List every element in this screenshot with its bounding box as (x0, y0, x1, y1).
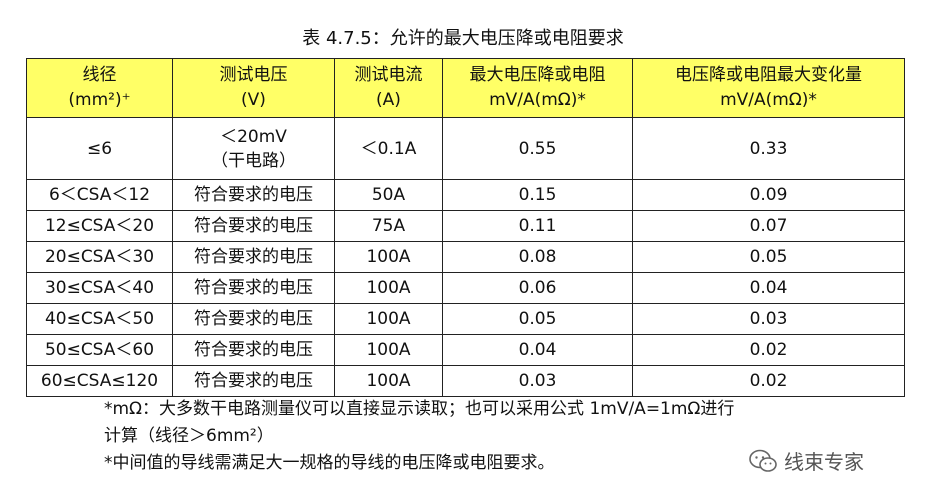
cell-size: 12≤CSA＜20 (26, 210, 173, 242)
cell-max-drop: 0.03 (442, 365, 633, 397)
table-body: ≤6 ＜20mV （干电路） ＜0.1A 0.55 0.33 6＜CSA＜12 … (26, 117, 905, 397)
cell-voltage: ＜20mV （干电路） (172, 117, 335, 180)
cell-voltage: 符合要求的电压 (172, 179, 335, 211)
cell-current: 100A (334, 365, 443, 397)
cell-voltage: 符合要求的电压 (172, 272, 335, 304)
cell-max-change: 0.33 (632, 117, 905, 180)
table-row: 50≤CSA＜60 符合要求的电压 100A 0.04 0.02 (26, 334, 905, 366)
cell-max-change: 0.02 (632, 334, 905, 366)
table-row: 12≤CSA＜20 符合要求的电压 75A 0.11 0.07 (26, 210, 905, 242)
table-row: 40≤CSA＜50 符合要求的电压 100A 0.05 0.03 (26, 303, 905, 335)
cell-max-change: 0.05 (632, 241, 905, 273)
cell-current: ＜0.1A (334, 117, 443, 180)
footnote-1: *mΩ：大多数干电路测量仪可以直接显示读取；也可以采用公式 1mV/A=1mΩ进… (104, 399, 735, 419)
header-test-current: 测试电流 (A) (334, 58, 443, 118)
table-row: 6＜CSA＜12 符合要求的电压 50A 0.15 0.09 (26, 179, 905, 211)
header-test-voltage: 测试电压 (V) (172, 58, 335, 118)
footnotes: *mΩ：大多数干电路测量仪可以直接显示读取；也可以采用公式 1mV/A=1mΩ进… (104, 396, 734, 477)
cell-current: 50A (334, 179, 443, 211)
cell-size: 30≤CSA＜40 (26, 272, 173, 304)
header-max-change: 电压降或电阻最大变化量 mV/A(mΩ)* (632, 58, 905, 118)
header-wire-size: 线径 (mm²)⁺ (26, 58, 173, 118)
header-max-drop: 最大电压降或电阻 mV/A(mΩ)* (442, 58, 633, 118)
table-caption: 表 4.7.5：允许的最大电压降或电阻要求 (302, 28, 624, 49)
table-row: 60≤CSA≤120 符合要求的电压 100A 0.03 0.02 (26, 365, 905, 397)
cell-max-drop: 0.55 (442, 117, 633, 180)
cell-max-change: 0.09 (632, 179, 905, 211)
cell-current: 100A (334, 334, 443, 366)
cell-voltage: 符合要求的电压 (172, 303, 335, 335)
cell-max-change: 0.07 (632, 210, 905, 242)
cell-max-change: 0.03 (632, 303, 905, 335)
cell-max-change: 0.02 (632, 365, 905, 397)
table-row: ≤6 ＜20mV （干电路） ＜0.1A 0.55 0.33 (26, 117, 905, 180)
cell-size: 40≤CSA＜50 (26, 303, 173, 335)
cell-max-drop: 0.05 (442, 303, 633, 335)
cell-current: 100A (334, 241, 443, 273)
cell-current: 100A (334, 272, 443, 304)
table-header: 线径 (mm²)⁺ 测试电压 (V) 测试电流 (A) 最大电压降或电阻 mV/… (26, 58, 905, 118)
cell-voltage: 符合要求的电压 (172, 210, 335, 242)
cell-max-drop: 0.06 (442, 272, 633, 304)
cell-max-drop: 0.11 (442, 210, 633, 242)
cell-voltage: 符合要求的电压 (172, 334, 335, 366)
cell-current: 75A (334, 210, 443, 242)
footnote-1-continued: 计算（线径＞6mm²） (104, 426, 274, 446)
cell-size: 60≤CSA≤120 (26, 365, 173, 397)
watermark: 线束专家 (748, 446, 864, 475)
cell-voltage: 符合要求的电压 (172, 241, 335, 273)
cell-size: 50≤CSA＜60 (26, 334, 173, 366)
cell-max-drop: 0.04 (442, 334, 633, 366)
wechat-icon (749, 449, 777, 472)
header-row: 线径 (mm²)⁺ 测试电压 (V) 测试电流 (A) 最大电压降或电阻 mV/… (26, 58, 905, 118)
cell-voltage: 符合要求的电压 (172, 365, 335, 397)
footnote-2: *中间值的导线需满足大一规格的导线的电压降或电阻要求。 (104, 453, 555, 473)
cell-size: 20≤CSA＜30 (26, 241, 173, 273)
requirements-table: 线径 (mm²)⁺ 测试电压 (V) 测试电流 (A) 最大电压降或电阻 mV/… (26, 58, 905, 397)
table-row: 20≤CSA＜30 符合要求的电压 100A 0.08 0.05 (26, 241, 905, 273)
table-row: 30≤CSA＜40 符合要求的电压 100A 0.06 0.04 (26, 272, 905, 304)
cell-max-drop: 0.08 (442, 241, 633, 273)
watermark-text: 线束专家 (784, 450, 864, 474)
cell-current: 100A (334, 303, 443, 335)
cell-size: 6＜CSA＜12 (26, 179, 173, 211)
cell-max-change: 0.04 (632, 272, 905, 304)
cell-size: ≤6 (26, 117, 173, 180)
cell-max-drop: 0.15 (442, 179, 633, 211)
